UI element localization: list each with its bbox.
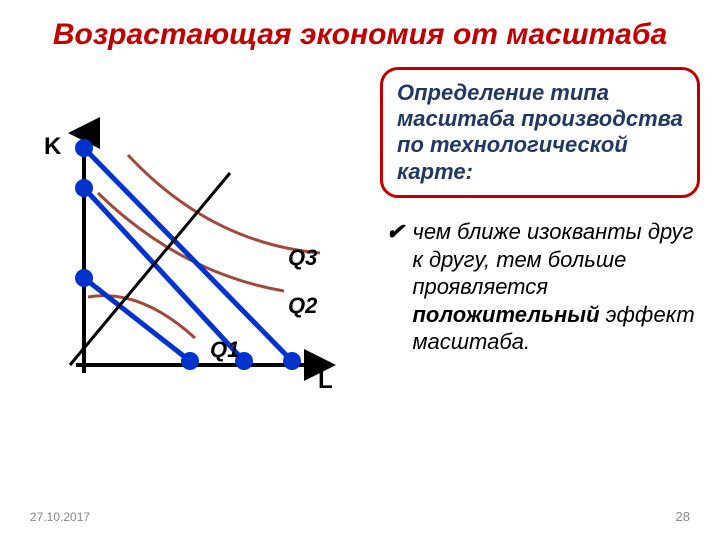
- y-axis-label: K: [44, 133, 61, 161]
- bullet-point: ✔ чем ближе изокванты друг к другу, тем …: [380, 218, 700, 356]
- definition-callout: Определение типа масштаба производства п…: [380, 67, 700, 199]
- isoquant-label: Q3: [288, 245, 317, 271]
- footer-date: 27.10.2017: [30, 510, 90, 524]
- isoquant-label: Q1: [210, 337, 239, 363]
- economics-chart: [20, 63, 360, 393]
- bullet-text: чем ближе изокванты друг к другу, тем бо…: [412, 218, 700, 356]
- chart-area: K L Q1 Q2 Q3: [20, 63, 360, 398]
- isoquant-label: Q2: [288, 293, 317, 319]
- checkmark-icon: ✔: [386, 218, 404, 356]
- content-row: K L Q1 Q2 Q3 Определение типа масштаба про…: [0, 53, 720, 398]
- footer-page-number: 28: [676, 509, 690, 524]
- x-axis-label: L: [318, 367, 333, 395]
- slide-title: Возрастающая экономия от масштаба: [0, 0, 720, 53]
- text-column: Определение типа масштаба производства п…: [380, 63, 700, 398]
